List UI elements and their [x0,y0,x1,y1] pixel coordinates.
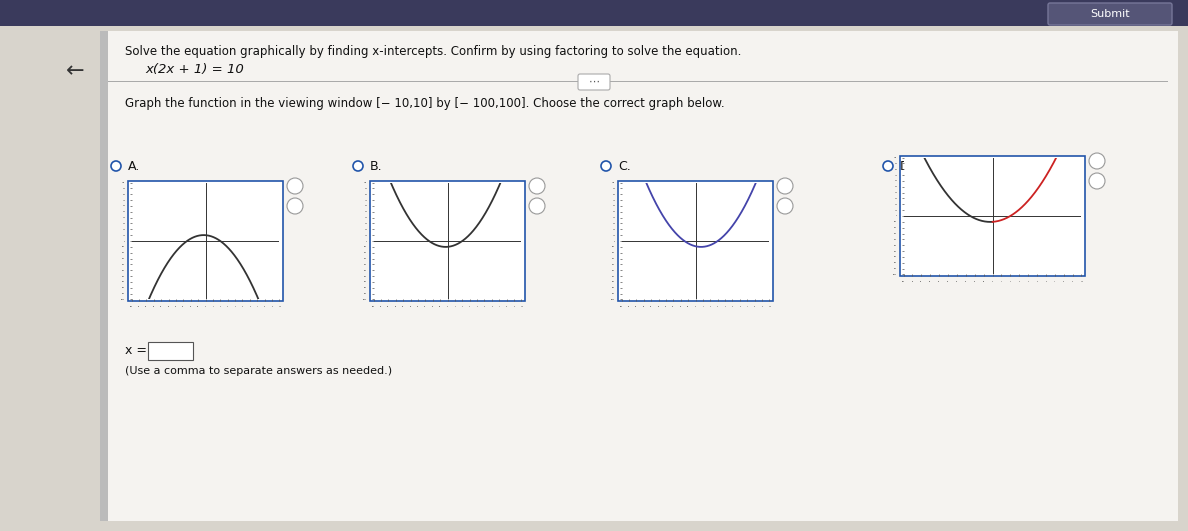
Text: Submit: Submit [1091,9,1130,19]
Text: ←: ← [65,61,84,81]
Bar [901,156,1085,276]
Circle shape [883,161,893,171]
Text: C.: C. [618,159,631,173]
Text: B.: B. [369,159,383,173]
Circle shape [1089,173,1105,189]
Circle shape [777,178,794,194]
Circle shape [287,178,303,194]
Circle shape [601,161,611,171]
Text: A.: A. [128,159,140,173]
Text: ⋯: ⋯ [588,77,600,87]
Text: (Use a comma to separate answers as needed.): (Use a comma to separate answers as need… [125,366,392,376]
Text: D.: D. [901,159,914,173]
Circle shape [777,198,794,214]
FancyBboxPatch shape [579,74,609,90]
Bar [0,0,1188,26]
Bar [148,342,192,360]
Bar [128,181,283,301]
Circle shape [1089,153,1105,169]
Text: Graph the function in the viewing window [− 10,10] by [− 100,100]. Choose the co: Graph the function in the viewing window… [125,98,725,110]
Circle shape [353,161,364,171]
Circle shape [287,198,303,214]
Bar [100,31,108,521]
Text: Solve the equation graphically by finding x-intercepts. Confirm by using factori: Solve the equation graphically by findin… [125,45,741,57]
Circle shape [529,198,545,214]
Bar [618,181,773,301]
Bar [369,181,525,301]
Text: x =: x = [125,345,147,357]
Circle shape [110,161,121,171]
Circle shape [529,178,545,194]
Text: x(2x + 1) = 10: x(2x + 1) = 10 [145,63,244,75]
FancyBboxPatch shape [1048,3,1173,25]
